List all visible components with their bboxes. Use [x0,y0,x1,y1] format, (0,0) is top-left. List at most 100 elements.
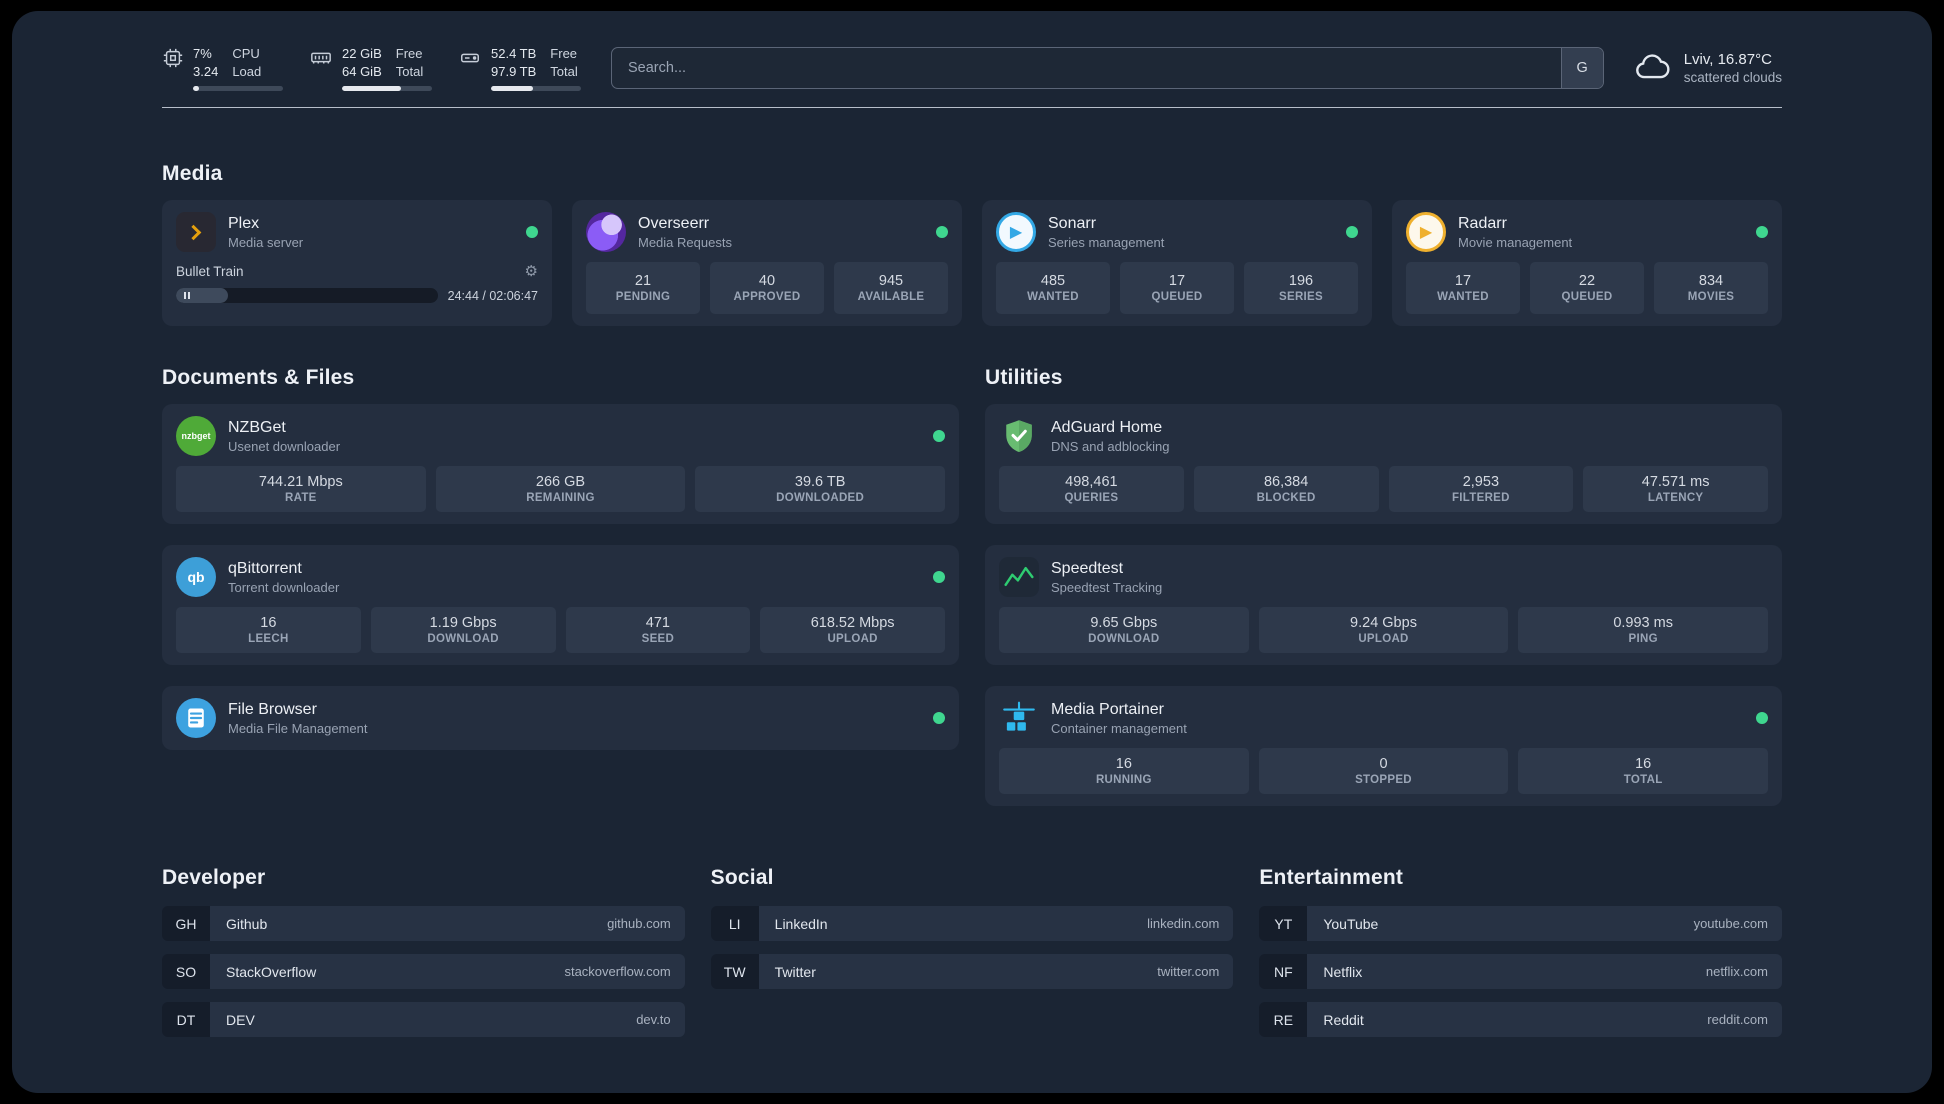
service-card-filebrowser[interactable]: File Browser Media File Management [162,686,959,751]
bookmark-netflix[interactable]: NF Netflix netflix.com [1259,954,1782,990]
stat-value: 16 [1115,756,1132,773]
service-card-qbittorrent[interactable]: qb qBittorrent Torrent downloader 16 LEE… [162,545,959,666]
stat-label: UPLOAD [1358,633,1409,646]
status-dot [1346,226,1358,239]
service-card-sonarr[interactable]: ▶ Sonarr Series management 485 WANTED [982,200,1372,327]
service-title: File Browser [228,700,317,718]
cpu-load-value: 3.24 [193,64,219,80]
stat-label: SEED [641,633,675,646]
stat-value: 266 GB [535,474,586,491]
service-subtitle: Torrent downloader [228,579,340,595]
stat-label: LATENCY [1647,492,1704,505]
section-title-media: Media [162,162,223,186]
bookmark-abbr: SO [162,954,210,990]
stat-value: 16 [1635,756,1652,773]
sonarr-icon: ▶ [996,212,1036,253]
nzbget-icon: nzbget [176,416,216,457]
resource-widgets: 7% 3.24 CPU Load [162,45,581,92]
bookmark-youtube[interactable]: YT YouTube youtube.com [1259,906,1782,942]
stat-value: 9.24 Gbps [1350,615,1417,632]
stat-running: 16 RUNNING [999,748,1249,795]
stat-wanted: 17 WANTED [1406,262,1520,315]
disk-total-value: 97.9 TB [491,64,537,80]
disk-total-label: Total [550,64,578,80]
stat-total: 16 TOTAL [1518,748,1768,795]
stat-value: 16 [260,615,277,632]
weather-widget: Lviv, 16.87°C scattered clouds [1634,50,1782,87]
section-title-documents: Documents & Files [162,366,355,390]
stat-value: 471 [645,615,670,632]
stat-label: TOTAL [1623,774,1663,787]
homepage-dashboard: 7% 3.24 CPU Load [12,11,1932,1093]
service-subtitle: DNS and adblocking [1051,438,1170,454]
stat-label: RUNNING [1095,774,1152,787]
portainer-icon [999,698,1039,738]
bookmark-twitter[interactable]: TW Twitter twitter.com [710,954,1234,990]
service-title: Plex [228,214,260,232]
stat-label: BLOCKED [1256,492,1316,505]
status-dot [933,430,945,443]
section-entertainment: Entertainment YT YouTube youtube.com NF … [1259,866,1782,1038]
memory-total-label: Total [395,64,424,80]
memory-widget: 22 GiB 64 GiB Free Total [309,45,432,92]
stat-label: PING [1628,633,1658,646]
memory-total-value: 64 GiB [342,64,382,80]
section-developer: Developer GH Github github.com SO StackO… [162,866,685,1038]
stat-value: 39.6 TB [794,474,846,491]
bookmark-abbr: TW [710,954,759,990]
disk-icon [458,47,482,91]
stat-label: REMAINING [526,492,595,505]
cpu-usage-value: 7% [193,46,212,61]
stat-value: 834 [1698,273,1724,290]
stat-label: LEECH [248,633,289,646]
section-title-social: Social [710,866,774,890]
service-card-speedtest[interactable]: Speedtest Speedtest Tracking 9.65 Gbps D… [985,545,1782,666]
stat-download: 1.19 Gbps DOWNLOAD [370,607,556,654]
disk-free-label: Free [550,46,578,61]
cpu-label: CPU [232,46,260,61]
search-provider-button[interactable]: G [1560,48,1603,89]
service-subtitle: Media Requests [638,234,732,250]
bookmark-reddit[interactable]: RE Reddit reddit.com [1259,1002,1782,1038]
bookmark-dev[interactable]: DT DEV dev.to [162,1002,685,1038]
service-card-portainer[interactable]: Media Portainer Container management 16 … [985,686,1782,807]
service-subtitle: Series management [1048,234,1165,250]
service-card-adguard[interactable]: AdGuard Home DNS and adblocking 498,461 … [985,404,1782,525]
bookmark-abbr: DT [162,1002,210,1038]
stat-value: 86,384 [1263,474,1309,491]
bookmark-name: Github [226,915,268,932]
bookmark-abbr: YT [1259,906,1308,942]
bookmark-linkedin[interactable]: LI LinkedIn linkedin.com [710,906,1234,942]
service-card-plex[interactable]: Plex Media server Bullet Train ⚙ [162,200,552,327]
bookmark-github[interactable]: GH Github github.com [162,906,685,942]
status-dot [936,226,948,239]
stat-label: SERIES [1279,291,1323,304]
stat-value: 17 [1454,273,1472,290]
bookmark-domain: github.com [607,916,671,932]
bookmark-name: YouTube [1323,915,1379,932]
service-card-radarr[interactable]: ▶ Radarr Movie management 17 WANTED [1392,200,1782,327]
bookmark-abbr: GH [162,906,210,942]
service-title: NZBGet [228,418,286,436]
service-subtitle: Container management [1051,720,1187,736]
search-bar[interactable]: G [611,47,1604,90]
stat-value: 2,953 [1462,474,1500,491]
stat-movies: 834 MOVIES [1654,262,1768,315]
stat-value: 1.19 Gbps [429,615,497,632]
disk-widget: 52.4 TB 97.9 TB Free Total [458,45,581,92]
search-input[interactable] [612,48,1561,89]
service-card-overseerr[interactable]: Overseerr Media Requests 21 PENDING 40 A… [572,200,962,327]
top-bar: 7% 3.24 CPU Load [162,45,1782,92]
bookmark-domain: youtube.com [1693,916,1768,932]
cpu-progress-bar [193,86,283,92]
stat-value: 485 [1040,273,1066,290]
bookmark-domain: dev.to [636,1012,671,1028]
stat-value: 21 [634,273,652,290]
disk-free-value: 52.4 TB [491,46,537,61]
bookmark-domain: netflix.com [1705,964,1768,980]
service-card-nzbget[interactable]: nzbget NZBGet Usenet downloader 744.21 M… [162,404,959,525]
stat-approved: 40 APPROVED [710,262,824,315]
bookmark-stackoverflow[interactable]: SO StackOverflow stackoverflow.com [162,954,685,990]
gear-icon[interactable]: ⚙ [524,263,538,281]
stat-label: DOWNLOADED [776,492,865,505]
